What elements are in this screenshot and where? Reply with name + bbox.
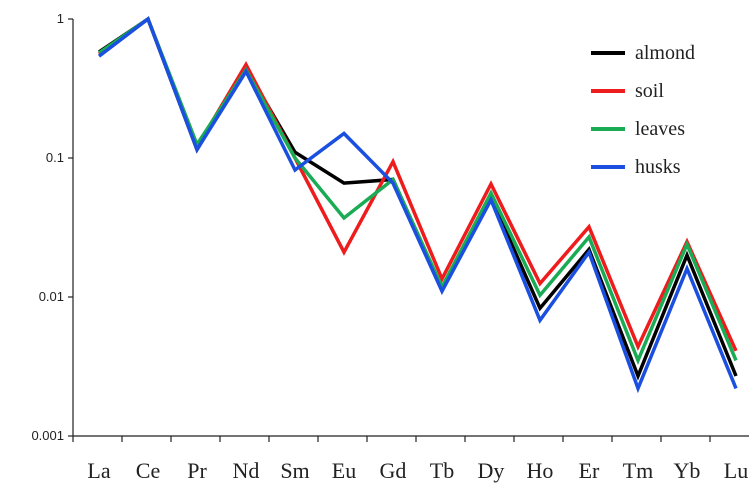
legend: almond soil leaves husks (591, 42, 695, 178)
series-lines (97, 16, 738, 394)
x-tick-label: Tb (430, 458, 454, 483)
x-tick-label: Dy (478, 458, 505, 483)
x-tick-label: Ce (136, 458, 160, 483)
x-tick-label: Eu (332, 458, 356, 483)
x-tick-label: Nd (233, 458, 260, 483)
x-tick-label: Gd (380, 458, 407, 483)
legend-label-almond: almond (635, 42, 695, 64)
legend-label-husks: husks (635, 156, 681, 178)
x-ticks: La Ce Pr Nd Sm Eu Gd Tb Dy Ho Er Tm Yb Lu (72, 436, 748, 483)
series-line-almond (98, 16, 738, 381)
x-tick-label: La (87, 458, 110, 483)
x-tick-label: Tm (623, 458, 654, 483)
x-tick-label: Lu (724, 458, 748, 483)
x-tick-label: Pr (187, 458, 207, 483)
y-ticks: 1 0.1 0.01 0.001 (31, 11, 73, 443)
y-tick-label: 0.001 (31, 428, 64, 443)
legend-label-leaves: leaves (635, 118, 685, 140)
legend-label-soil: soil (635, 80, 664, 102)
x-tick-label: Sm (280, 458, 309, 483)
x-tick-label: Er (579, 458, 600, 483)
series-line-soil (97, 16, 738, 352)
y-tick-label: 1 (57, 11, 64, 26)
x-tick-label: Yb (674, 458, 701, 483)
x-tick-label: Ho (527, 458, 554, 483)
y-tick-label: 0.01 (39, 289, 64, 304)
series-line-leaves (98, 16, 738, 366)
series-line-husks (97, 16, 738, 394)
y-tick-label: 0.1 (46, 150, 64, 165)
axes (72, 19, 749, 437)
